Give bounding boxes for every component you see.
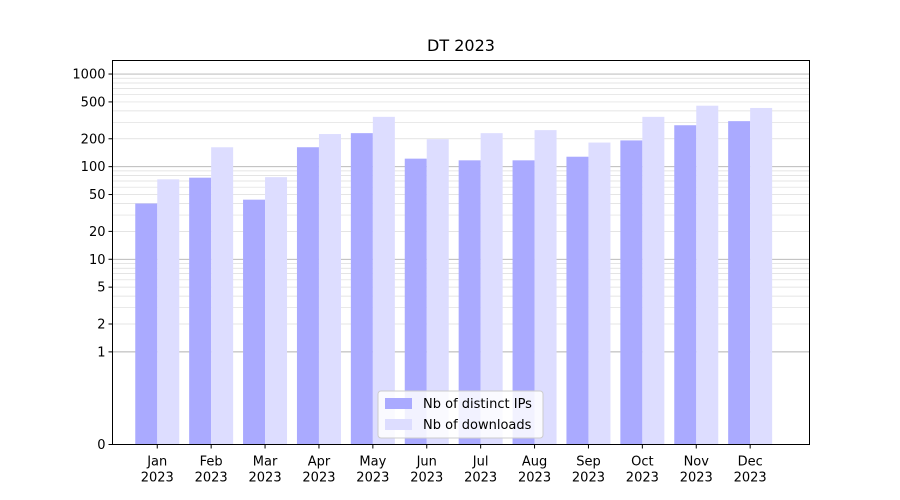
legend-label-downloads: Nb of downloads	[423, 418, 532, 433]
bar-downloads	[750, 107, 773, 445]
plot-frame	[112, 60, 810, 445]
x-tick-label-year: 2023	[141, 471, 174, 486]
x-tick-label-year: 2023	[572, 471, 605, 486]
bar-downloads	[426, 139, 449, 445]
x-tick-label-year: 2023	[249, 471, 282, 486]
x-tick-label-year: 2023	[302, 471, 335, 486]
bar-distinct-ips	[620, 140, 643, 445]
x-tick-label-month: Apr	[308, 455, 331, 470]
x-tick-label-month: Oct	[631, 455, 653, 470]
bar-distinct-ips	[458, 160, 481, 445]
bar-downloads	[157, 179, 180, 445]
bar-distinct-ips	[243, 199, 266, 445]
bar-downloads	[211, 147, 234, 445]
x-axis: Jan2023Feb2023Mar2023Apr2023May2023Jun20…	[141, 444, 767, 486]
x-tick-label-year: 2023	[626, 471, 659, 486]
legend-swatch-ips	[385, 398, 412, 409]
x-tick-label-year: 2023	[356, 471, 389, 486]
bar-downloads	[318, 134, 341, 445]
x-tick-label-month: Jan	[146, 455, 167, 470]
legend-box	[377, 390, 544, 439]
legend: Nb of distinct IPs Nb of downloads	[377, 390, 544, 439]
y-tick-label: 10	[89, 253, 106, 268]
bars	[135, 105, 773, 445]
x-tick-label-month: Feb	[200, 455, 223, 470]
x-tick-label-year: 2023	[195, 471, 228, 486]
y-tick-label: 500	[81, 95, 106, 110]
bar-downloads	[588, 142, 611, 445]
y-tick-label: 100	[81, 160, 106, 175]
x-tick-label-year: 2023	[410, 471, 443, 486]
x-tick-label-month: Mar	[253, 455, 278, 470]
y-tick-label: 50	[89, 188, 106, 203]
bar-distinct-ips	[566, 156, 589, 445]
bar-downloads	[696, 105, 719, 445]
x-tick-label-year: 2023	[518, 471, 551, 486]
legend-label-ips: Nb of distinct IPs	[423, 397, 532, 412]
y-tick-label: 5	[97, 281, 105, 296]
legend-swatch-downloads	[385, 419, 412, 430]
y-axis: 0 1 2 5 10 20 50 100 200 500 1000	[72, 68, 113, 453]
bar-downloads	[642, 116, 665, 445]
y-tick-label: 2	[97, 318, 105, 333]
bar-distinct-ips	[135, 203, 158, 445]
bar-downloads	[534, 130, 557, 445]
bar-downloads	[480, 133, 503, 445]
y-tick-label: 1000	[72, 68, 105, 83]
x-tick-label-month: Jun	[416, 455, 437, 470]
bar-distinct-ips	[404, 158, 427, 445]
x-tick-label-month: May	[359, 455, 386, 470]
x-tick-label-month: Aug	[522, 455, 547, 470]
y-tick-label: 200	[81, 132, 106, 147]
x-tick-label-month: Nov	[684, 455, 710, 470]
bar-distinct-ips	[512, 160, 535, 445]
bar-distinct-ips	[674, 125, 697, 445]
x-tick-label-month: Dec	[738, 455, 763, 470]
x-tick-label-month: Jul	[472, 455, 489, 470]
y-tick-label: 20	[89, 225, 106, 240]
x-tick-label-month: Sep	[576, 455, 601, 470]
chart-title: DT 2023	[427, 36, 495, 55]
x-tick-label-year: 2023	[680, 471, 713, 486]
bar-downloads	[265, 177, 288, 445]
x-tick-label-year: 2023	[734, 471, 767, 486]
x-tick-label-year: 2023	[464, 471, 497, 486]
bar-distinct-ips	[728, 121, 751, 445]
y-tick-label: 0	[97, 438, 105, 453]
bar-distinct-ips	[189, 177, 212, 445]
y-tick-label: 1	[97, 345, 105, 360]
bar-distinct-ips	[296, 147, 319, 445]
bar-downloads	[372, 116, 395, 445]
bar-distinct-ips	[350, 133, 373, 445]
